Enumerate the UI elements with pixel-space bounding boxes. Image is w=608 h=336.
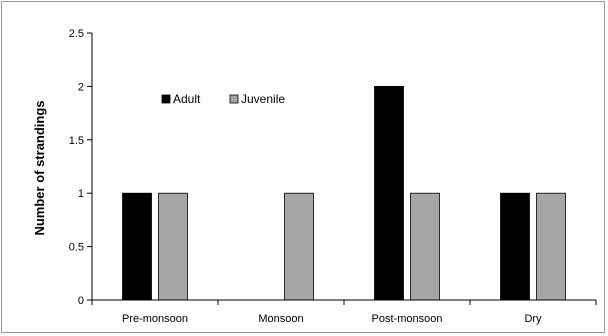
x-tick-label: Monsoon	[258, 313, 303, 325]
y-tick-label: 2.5	[69, 28, 84, 40]
bar-adult-dry	[500, 192, 530, 301]
y-tick-label: 0	[78, 295, 84, 307]
legend-swatch-adult	[161, 94, 171, 104]
y-tick-label: 1.5	[69, 135, 84, 147]
y-ticks: 0 0.5 1 1.5 2 2.5	[69, 28, 92, 307]
x-tick-label: Dry	[524, 313, 542, 325]
bars	[122, 86, 566, 301]
y-tick-label: 2	[78, 81, 84, 93]
bar-adult-pre-monsoon	[122, 192, 152, 301]
bar-adult-post-monsoon	[374, 86, 404, 301]
y-tick-label: 0.5	[69, 242, 84, 254]
y-axis-title-group: Number of strandings	[32, 100, 47, 235]
bar-juvenile-monsoon	[284, 192, 314, 301]
x-tick-label: Post-monsoon	[372, 313, 443, 325]
axes	[91, 33, 596, 305]
bar-juvenile-pre-monsoon	[158, 192, 188, 301]
bar-juvenile-post-monsoon	[410, 192, 440, 301]
y-axis-title: Number of strandings	[32, 100, 47, 235]
legend-label-juvenile: Juvenile	[241, 92, 285, 106]
legend-label-adult: Adult	[173, 92, 201, 106]
legend-swatch-juvenile	[229, 94, 239, 104]
x-tick-label: Pre-monsoon	[122, 313, 188, 325]
bar-juvenile-dry	[536, 192, 566, 301]
y-tick-label: 1	[78, 188, 84, 200]
legend: Adult Juvenile	[161, 92, 285, 106]
x-tick-labels: Pre-monsoon Monsoon Post-monsoon Dry	[122, 300, 597, 325]
